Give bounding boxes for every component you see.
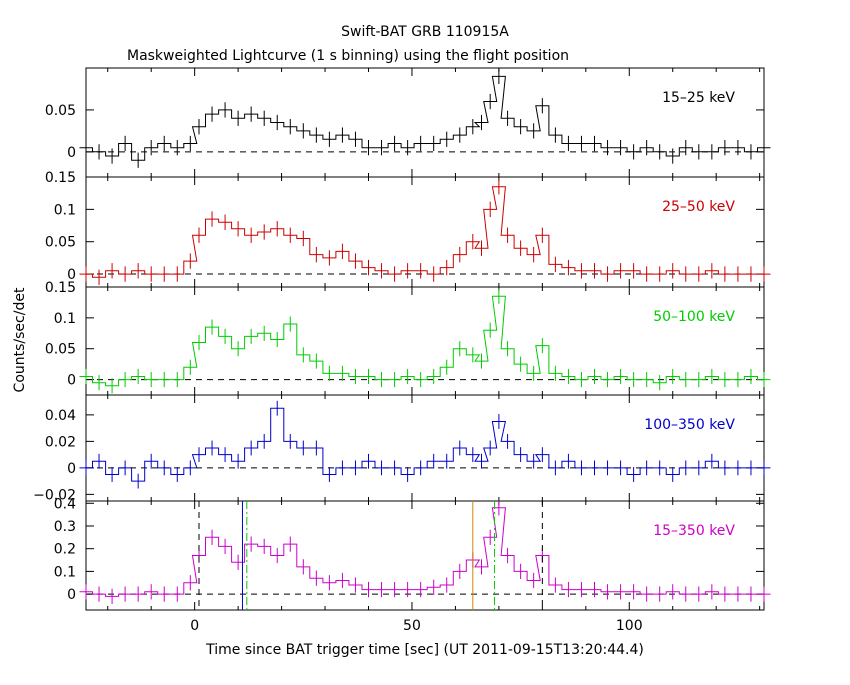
- panels-group: 0 0.05 15–25 keV 0 0.05 0.1 0.15 25–50 keV 0 0.05…: [33, 67, 771, 634]
- panel-label: 15–350 keV: [653, 523, 735, 539]
- y-tick-label: 0: [67, 267, 76, 283]
- y-tick-label: −0.02: [33, 487, 76, 503]
- y-tick-label: 0.15: [45, 280, 76, 296]
- y-tick-label: 0.15: [45, 170, 76, 186]
- y-tick-label: 0.02: [45, 434, 76, 450]
- panel-frame: [85, 500, 765, 611]
- series-line: [79, 295, 771, 387]
- y-tick-label: 0: [67, 587, 76, 603]
- panel-frame: [85, 394, 765, 502]
- series-line: [79, 75, 771, 161]
- chart-title: Swift-BAT GRB 110915A: [341, 24, 509, 40]
- y-tick-label: 0.2: [54, 542, 76, 558]
- y-tick-label: 0.05: [45, 235, 76, 251]
- y-tick-label: 0.3: [54, 519, 76, 535]
- y-tick-label: 0.4: [54, 496, 76, 512]
- panel-label: 50–100 keV: [653, 309, 735, 325]
- series-line: [79, 407, 771, 482]
- y-tick-label: 0.05: [45, 103, 76, 119]
- y-tick-label: 0.1: [54, 311, 76, 327]
- y-tick-label: 0.04: [45, 408, 76, 424]
- x-tick-label: 0: [190, 618, 199, 634]
- panel-frame: [85, 67, 765, 178]
- x-tick-label: 50: [403, 618, 421, 634]
- x-axis-label: Time since BAT trigger time [sec] (UT 20…: [205, 642, 644, 658]
- x-tick-label: 100: [616, 618, 643, 634]
- y-tick-label: 0: [67, 145, 76, 161]
- y-tick-label: 0.1: [54, 202, 76, 218]
- y-axis-label: Counts/sec/det: [12, 287, 28, 392]
- series-line: [79, 507, 771, 597]
- panel-frame: [85, 286, 765, 396]
- chart-subtitle: Maskweighted Lightcurve (1 s binning) us…: [127, 48, 569, 64]
- panel-label: 25–50 keV: [662, 199, 735, 215]
- y-tick-label: 0: [67, 373, 76, 389]
- y-tick-label: 0.1: [54, 564, 76, 580]
- y-tick-label: 0: [67, 461, 76, 477]
- panel-label: 15–25 keV: [662, 90, 735, 106]
- y-tick-label: 0.05: [45, 342, 76, 358]
- panel-label: 100–350 keV: [644, 417, 735, 433]
